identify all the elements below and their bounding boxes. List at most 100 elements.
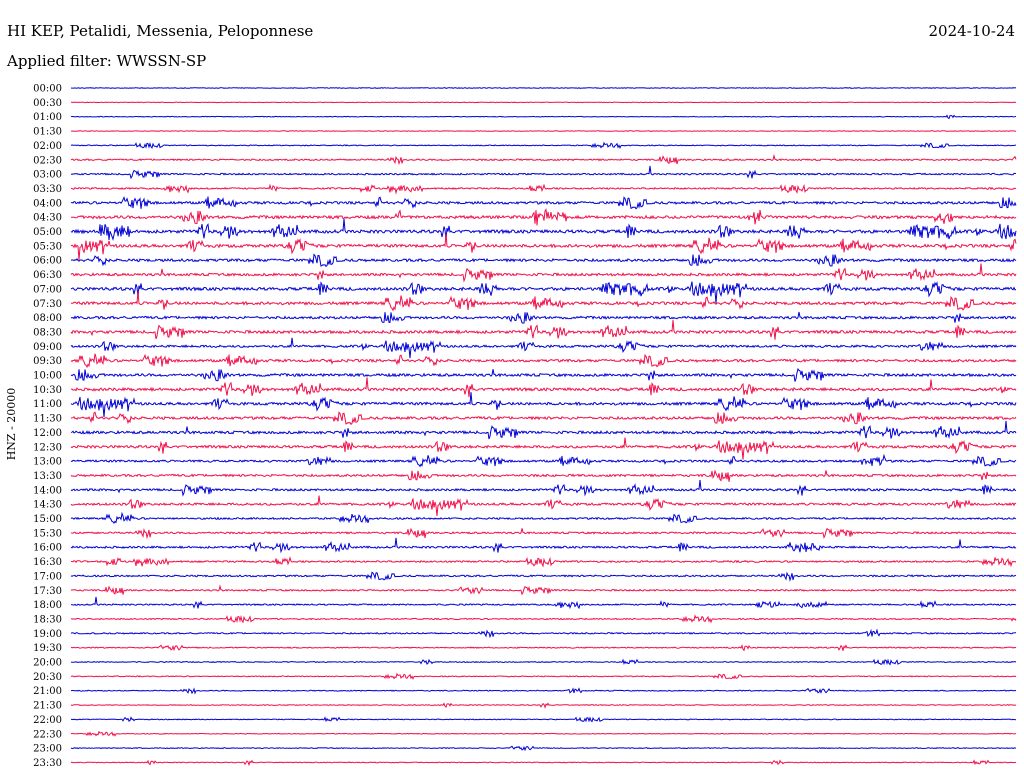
tick-label: 06:00 [33, 256, 62, 267]
tick-label: 18:00 [33, 600, 62, 611]
trace-line [70, 281, 1017, 304]
trace-line [70, 153, 1017, 166]
tick-label: 12:00 [33, 428, 62, 439]
trace-line [70, 614, 1017, 624]
trace-line [70, 644, 1017, 652]
tick-label: 03:30 [33, 184, 62, 195]
trace-line [70, 165, 1017, 180]
trace-line [70, 537, 1017, 554]
trace-line [70, 319, 1017, 340]
date-label: 2024-10-24 [929, 22, 1015, 40]
trace-line [70, 479, 1017, 497]
tick-label: 15:00 [33, 514, 62, 525]
tick-label: 17:30 [33, 586, 62, 597]
tick-label: 22:00 [33, 715, 62, 726]
trace-line [70, 453, 1017, 468]
tick-label: 16:30 [33, 557, 62, 568]
tick-label: 23:00 [33, 744, 62, 755]
trace-line [70, 527, 1017, 540]
tick-label: 21:00 [33, 686, 62, 697]
tick-label: 16:00 [33, 543, 62, 554]
tick-label: 09:00 [33, 342, 62, 353]
tick-label: 07:00 [33, 284, 62, 295]
trace-line [71, 716, 1017, 723]
tick-label: 06:30 [33, 270, 62, 281]
tick-label: 00:00 [33, 84, 62, 95]
tick-label: 10:00 [33, 371, 62, 382]
tick-label: 08:30 [33, 327, 62, 338]
trace-line [70, 596, 1017, 610]
tick-label: 04:00 [33, 198, 62, 209]
tick-label: 23:30 [33, 758, 62, 769]
tick-label: 01:30 [33, 127, 62, 138]
tick-label: 09:30 [33, 356, 62, 367]
tick-label: 18:30 [33, 614, 62, 625]
tick-label-group: 00:00 00:30 01:00 01:30 02:00 02:30 03:00 03:30… [33, 84, 62, 769]
tick-label: 15:30 [33, 528, 62, 539]
trace-group [70, 87, 1017, 767]
trace-line [70, 392, 1017, 418]
tick-label: 07:30 [33, 299, 62, 310]
tick-label: 11:00 [33, 399, 62, 410]
trace-line [70, 114, 1017, 120]
tick-label: 14:00 [33, 485, 62, 496]
tick-label: 00:30 [33, 98, 62, 109]
trace-line [70, 658, 1017, 666]
tick-label: 12:30 [33, 442, 62, 453]
tick-label: 13:30 [33, 471, 62, 482]
trace-line [70, 759, 1017, 767]
trace-line [70, 437, 1017, 460]
trace-line [70, 87, 1017, 89]
trace-line [70, 420, 1017, 440]
trace-line [70, 253, 1017, 268]
tick-label: 20:30 [33, 672, 62, 683]
trace-line [70, 353, 1017, 369]
trace-line [70, 730, 1017, 737]
tick-label: 20:00 [33, 658, 62, 669]
trace-line [70, 377, 1017, 398]
tick-label: 04:30 [33, 213, 62, 224]
tick-label: 01:00 [33, 112, 62, 123]
trace-line [70, 196, 1017, 210]
tick-label: 17:00 [33, 571, 62, 582]
trace-line [70, 584, 1017, 596]
trace-line [70, 183, 1017, 195]
trace-line [70, 411, 1017, 426]
trace-line [70, 101, 1017, 104]
tick-label: 22:30 [33, 729, 62, 740]
tick-label: 03:00 [33, 170, 62, 181]
trace-line [70, 141, 1017, 150]
trace-line [70, 291, 1017, 312]
trace-line [71, 130, 1017, 132]
tick-label: 10:30 [33, 385, 62, 396]
trace-line [71, 556, 1017, 568]
tick-label: 05:00 [33, 227, 62, 238]
trace-line [70, 745, 1017, 752]
trace-line [70, 571, 1017, 582]
tick-label: 19:30 [33, 643, 62, 654]
trace-line [70, 337, 1017, 359]
tick-label: 02:30 [33, 155, 62, 166]
trace-line [70, 495, 1017, 517]
tick-label: 11:30 [33, 414, 62, 425]
trace-line [70, 628, 1017, 639]
trace-line [70, 263, 1017, 283]
tick-label: 05:30 [33, 241, 62, 252]
tick-label: 19:00 [33, 629, 62, 640]
station-title: HI KEP, Petalidi, Messenia, Peloponnese [7, 22, 313, 40]
tick-label: 21:30 [33, 701, 62, 712]
trace-line [71, 208, 1017, 226]
trace-line [70, 233, 1017, 261]
trace-line [70, 702, 1017, 709]
trace-line [70, 672, 1017, 680]
tick-label: 14:30 [33, 500, 62, 511]
trace-line [70, 469, 1017, 482]
trace-line [70, 367, 1017, 382]
trace-line [70, 511, 1017, 524]
trace-line [70, 311, 1017, 324]
tick-label: 13:00 [33, 457, 62, 468]
filter-label: Applied filter: WWSSN-SP [6, 52, 206, 70]
tick-label: 08:00 [33, 313, 62, 324]
tick-label: 02:00 [33, 141, 62, 152]
